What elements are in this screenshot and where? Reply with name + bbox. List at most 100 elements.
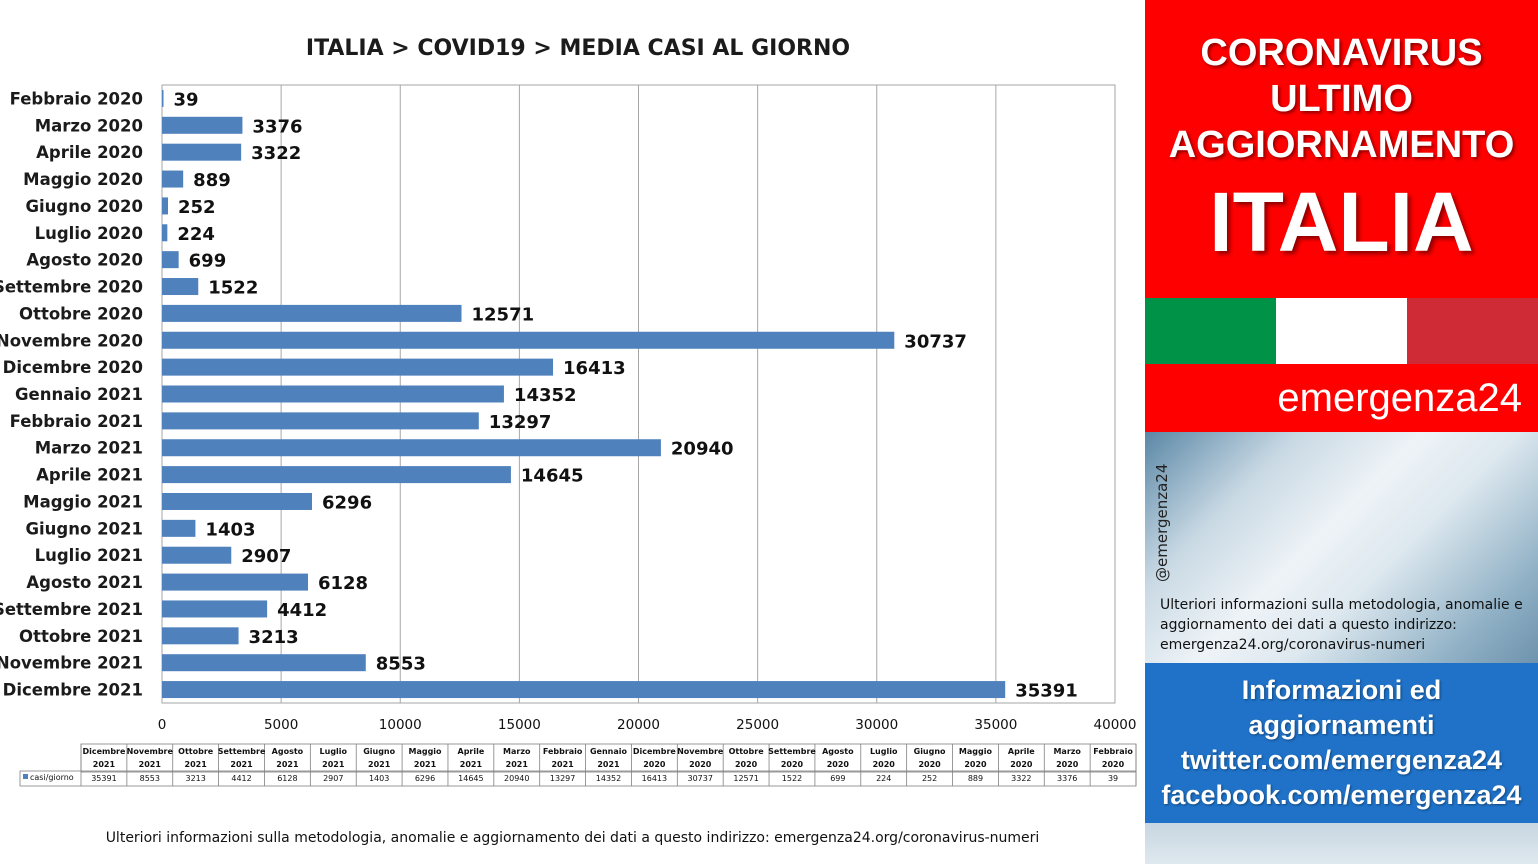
category-label: Gennaio 2021 (15, 385, 143, 404)
value-label: 1403 (205, 519, 255, 540)
x-tick-label: 25000 (736, 717, 779, 733)
table-header-month: Luglio (320, 747, 348, 756)
value-label: 12571 (472, 304, 535, 325)
bar (162, 492, 313, 510)
table-header-month: Ottobre (729, 747, 765, 756)
bar (162, 546, 232, 564)
footer-note: Ulteriori informazioni sulla metodologia… (105, 830, 1040, 846)
table-value: 39 (1108, 774, 1118, 783)
value-label: 14352 (514, 385, 577, 406)
value-label: 3376 (252, 116, 302, 137)
bar (162, 466, 511, 484)
table-header-month: Febbraio (1093, 747, 1133, 756)
table-value: 252 (922, 774, 937, 783)
table-value: 3376 (1057, 774, 1077, 783)
table-header-year: 2021 (322, 760, 345, 769)
headline-line2: ULTIMO (1270, 78, 1413, 120)
category-label: Novembre 2021 (0, 654, 143, 673)
table-header-year: 2020 (643, 760, 666, 769)
bar (162, 573, 308, 591)
table-header-year: 2021 (551, 760, 574, 769)
table-value: 699 (830, 774, 845, 783)
value-label: 20940 (671, 439, 734, 460)
table-header-year: 2020 (689, 760, 712, 769)
category-label: Febbraio 2021 (10, 412, 143, 431)
table-value: 3322 (1011, 774, 1031, 783)
value-label: 39 (174, 89, 199, 110)
bar (162, 170, 184, 188)
value-label: 8553 (376, 654, 426, 675)
table-value: 3213 (185, 774, 205, 783)
table-header-month: Gennaio (590, 747, 628, 756)
value-label: 6296 (322, 492, 372, 513)
value-label: 3322 (251, 143, 301, 164)
table-header-month: Maggio (408, 747, 442, 756)
bar-chart: ITALIA > COVID19 > MEDIA CASI AL GIORNO … (0, 36, 1136, 787)
table-value: 12571 (733, 774, 758, 783)
chart-title: ITALIA > COVID19 > MEDIA CASI AL GIORNO (306, 36, 850, 61)
bar (162, 197, 169, 215)
table-header-year: 2020 (735, 760, 758, 769)
table-header-month: Febbraio (543, 747, 583, 756)
info-line1: Informazioni ed (1241, 675, 1442, 705)
headline-line3: AGGIORNAMENTO (1168, 124, 1515, 166)
sidebar: CORONAVIRUS ULTIMO AGGIORNAMENTO ITALIA … (1145, 0, 1538, 864)
table-header-year: 2020 (1056, 760, 1079, 769)
bar (162, 278, 199, 296)
facebook-link[interactable]: facebook.com/emergenza24 (1161, 780, 1522, 810)
table-value: 35391 (91, 774, 116, 783)
value-label: 889 (193, 170, 231, 191)
table-value: 6296 (415, 774, 435, 783)
table-value: 14645 (458, 774, 483, 783)
value-label: 1522 (208, 278, 258, 299)
table-value: 20940 (504, 774, 529, 783)
headline-box: CORONAVIRUS ULTIMO AGGIORNAMENTO ITALIA (1145, 0, 1538, 298)
legend-swatch (23, 774, 28, 779)
category-label: Marzo 2021 (35, 439, 143, 458)
value-label: 4412 (277, 600, 327, 621)
value-label: 252 (178, 197, 216, 218)
table-header-year: 2021 (368, 760, 391, 769)
category-label: Agosto 2020 (26, 251, 143, 270)
table-header-month: Novembre (127, 747, 174, 756)
category-label: Ottobre 2020 (19, 304, 143, 323)
bar (162, 627, 239, 645)
table-header-month: Maggio (959, 747, 993, 756)
table-header-year: 2020 (827, 760, 850, 769)
bar (162, 654, 366, 672)
category-label: Aprile 2021 (36, 466, 143, 485)
x-tick-label: 15000 (498, 717, 541, 733)
table-value: 14352 (596, 774, 621, 783)
social-handle: @emergenza24 (1153, 463, 1171, 582)
table-header-year: 2020 (964, 760, 987, 769)
table-header-month: Novembre (677, 747, 724, 756)
category-label: Marzo 2020 (35, 116, 143, 135)
value-label: 699 (189, 251, 227, 272)
x-tick-label: 30000 (855, 717, 898, 733)
twitter-link[interactable]: twitter.com/emergenza24 (1180, 745, 1503, 775)
x-tick-label: 35000 (974, 717, 1017, 733)
bar (162, 358, 554, 376)
value-label: 3213 (249, 627, 299, 648)
table-header-month: Aprile (458, 747, 485, 756)
table-header-month: Dicembre (633, 747, 677, 756)
flag-green-stripe (1145, 298, 1276, 364)
flag-red-stripe (1407, 298, 1538, 364)
category-label: Febbraio 2020 (10, 89, 143, 108)
table-header-month: Agosto (272, 747, 304, 756)
bar (162, 600, 268, 618)
table-header-month: Ottobre (178, 747, 214, 756)
table-header-year: 2020 (1010, 760, 1033, 769)
category-label: Dicembre 2021 (3, 681, 143, 700)
info-line2: aggiornamenti (1248, 710, 1435, 740)
table-value: 4412 (231, 774, 251, 783)
bar (162, 224, 168, 242)
x-tick-label: 5000 (264, 717, 298, 733)
table-header-year: 2021 (597, 760, 620, 769)
table-value: 1403 (369, 774, 389, 783)
table-value: 6128 (277, 774, 297, 783)
bar (162, 304, 462, 322)
table-header-year: 2021 (230, 760, 253, 769)
bar (162, 385, 504, 403)
table-header-year: 2021 (93, 760, 116, 769)
